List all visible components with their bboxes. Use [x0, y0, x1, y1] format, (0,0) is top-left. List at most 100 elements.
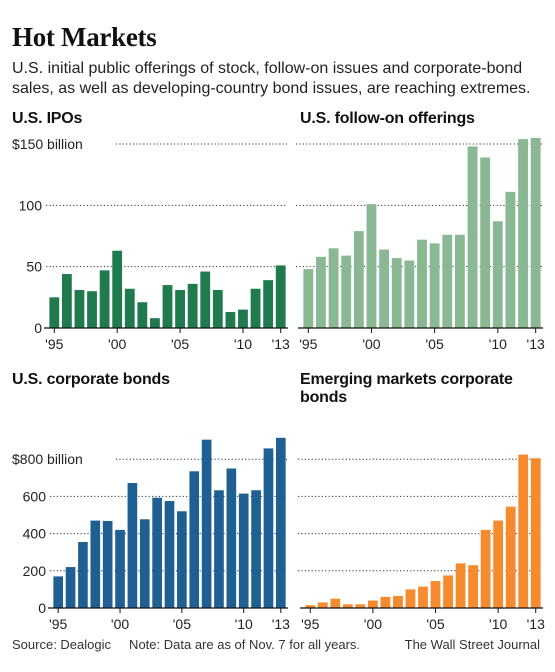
y-tick-label-ipos-50: 50: [26, 259, 42, 275]
bar-emerging-markets-1996: [317, 602, 328, 608]
y-tick-label-corporate-bonds-0: 0: [38, 600, 46, 616]
bar-follow-on-2008: [467, 146, 478, 328]
x-tick-label-corporate-bonds-2013: '13: [272, 616, 290, 632]
bar-corporate-bonds-2007: [201, 439, 212, 608]
bar-ipos-2007: [200, 271, 211, 328]
bar-ipos-2003: [150, 318, 160, 328]
bar-emerging-markets-2008: [468, 565, 478, 608]
bar-ipos-2011: [250, 288, 261, 328]
bar-corporate-bonds-2011: [251, 490, 261, 608]
bar-corporate-bonds-1998: [90, 520, 101, 608]
bar-follow-on-2012: [518, 139, 528, 328]
bar-emerging-markets-1995: [305, 605, 316, 608]
bar-follow-on-2011: [505, 191, 516, 328]
x-tick-label-corporate-bonds-2005: '05: [173, 616, 191, 632]
y-tick-label-corporate-bonds-400: 400: [23, 526, 47, 542]
x-tick-label-follow-on-2010: '10: [489, 336, 507, 352]
bar-ipos-2005: [175, 289, 185, 328]
bar-emerging-markets-2010: [493, 520, 504, 608]
x-tick-label-emerging-markets-2010: '10: [489, 616, 507, 632]
bar-ipos-2009: [225, 312, 236, 328]
bar-follow-on-2013: [530, 137, 541, 328]
bar-corporate-bonds-1999: [102, 520, 113, 608]
x-tick-label-follow-on-1995: '95: [299, 336, 317, 352]
bar-ipos-2006: [187, 283, 198, 328]
x-tick-label-ipos-2010: '10: [234, 336, 252, 352]
bar-corporate-bonds-1996: [65, 567, 76, 608]
bar-follow-on-2007: [454, 234, 465, 328]
bar-emerging-markets-2012: [518, 454, 529, 608]
bar-corporate-bonds-1997: [78, 541, 88, 608]
bar-corporate-bonds-2010: [238, 493, 249, 608]
y-tick-label-corporate-bonds-800: $800 billion: [12, 451, 83, 467]
y-tick-label-ipos-0: 0: [34, 320, 42, 336]
bar-follow-on-2009: [480, 157, 491, 328]
x-tick-label-emerging-markets-1995: '95: [301, 616, 319, 632]
bar-follow-on-1998: [341, 255, 352, 328]
bar-ipos-1995: [49, 297, 60, 328]
bar-emerging-markets-2003: [405, 589, 416, 608]
x-tick-label-follow-on-2005: '05: [426, 336, 444, 352]
credit-line: The Wall Street Journal: [404, 637, 540, 652]
bar-ipos-2010: [238, 309, 248, 328]
bar-ipos-2000: [112, 250, 123, 328]
chart-title-ipos: U.S. IPOs: [12, 110, 83, 127]
bar-emerging-markets-2005: [430, 581, 441, 608]
bar-corporate-bonds-2006: [189, 471, 200, 608]
bar-emerging-markets-1997: [330, 598, 341, 608]
bar-ipos-1997: [74, 289, 85, 328]
bar-follow-on-2002: [391, 258, 402, 328]
x-tick-label-emerging-markets-2005: '05: [426, 616, 444, 632]
x-tick-label-ipos-2005: '05: [171, 336, 189, 352]
bar-corporate-bonds-2002: [139, 519, 150, 608]
bar-ipos-1999: [99, 270, 110, 328]
bar-follow-on-2010: [492, 221, 503, 328]
bar-corporate-bonds-2001: [127, 483, 138, 608]
bar-follow-on-2003: [404, 260, 415, 328]
bar-follow-on-2004: [417, 239, 427, 328]
bar-emerging-markets-2000: [368, 600, 378, 608]
bar-follow-on-1997: [328, 248, 339, 328]
x-tick-label-follow-on-2000: '00: [362, 336, 380, 352]
bar-ipos-2004: [162, 285, 173, 328]
bar-emerging-markets-2004: [418, 586, 428, 608]
bar-emerging-markets-2007: [455, 563, 466, 608]
x-tick-label-ipos-2013: '13: [272, 336, 290, 352]
bar-follow-on-1995: [303, 269, 314, 328]
chart-title-follow-on: U.S. follow-on offerings: [300, 110, 475, 127]
bar-emerging-markets-2002: [393, 595, 403, 608]
bar-emerging-markets-1999: [355, 604, 366, 608]
x-tick-label-emerging-markets-2013: '13: [527, 616, 545, 632]
bar-corporate-bonds-2008: [214, 490, 224, 608]
x-tick-label-ipos-2000: '00: [108, 336, 126, 352]
bar-ipos-2002: [137, 302, 148, 328]
bar-emerging-markets-2013: [530, 458, 541, 608]
chart-title-emerging-markets: Emerging markets corporate bonds: [300, 371, 513, 406]
bar-emerging-markets-1998: [342, 604, 353, 608]
bar-ipos-2012: [263, 280, 274, 328]
bar-ipos-2008: [212, 289, 223, 328]
bar-follow-on-1996: [316, 256, 326, 328]
bar-follow-on-2000: [366, 204, 377, 328]
x-tick-label-corporate-bonds-2010: '10: [235, 616, 253, 632]
y-tick-label-corporate-bonds-600: 600: [23, 488, 47, 504]
bar-emerging-markets-2006: [443, 575, 453, 608]
bar-follow-on-2005: [429, 243, 440, 328]
bar-emerging-markets-2009: [480, 529, 491, 608]
bar-ipos-2001: [124, 288, 135, 328]
x-tick-label-follow-on-2013: '13: [527, 336, 545, 352]
bar-follow-on-2006: [442, 234, 453, 328]
bar-emerging-markets-2001: [380, 596, 391, 608]
page-title: Hot Markets: [12, 22, 157, 52]
x-tick-label-corporate-bonds-1995: '95: [49, 616, 67, 632]
chart-title-corporate-bonds: U.S. corporate bonds: [12, 371, 170, 388]
bar-corporate-bonds-2003: [152, 497, 162, 608]
y-tick-label-ipos-150: $150 billion: [12, 136, 83, 152]
bar-corporate-bonds-2012: [263, 448, 274, 608]
bar-corporate-bonds-2005: [177, 511, 187, 608]
bar-ipos-1996: [61, 274, 72, 328]
source-note: Source: Dealogic Note: Data are as of No…: [12, 637, 361, 652]
bar-corporate-bonds-2004: [164, 501, 175, 608]
x-tick-label-corporate-bonds-2000: '00: [111, 616, 129, 632]
